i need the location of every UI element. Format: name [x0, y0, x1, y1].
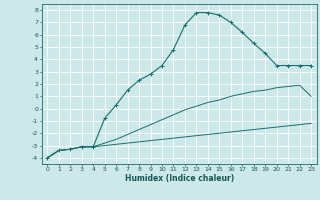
- X-axis label: Humidex (Indice chaleur): Humidex (Indice chaleur): [124, 174, 234, 183]
